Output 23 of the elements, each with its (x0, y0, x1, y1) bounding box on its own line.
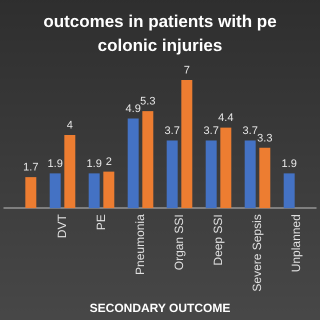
data-label: 3.3 (257, 132, 272, 144)
data-label: 2 (106, 156, 112, 168)
data-label: 1.9 (48, 158, 63, 170)
x-tick-label: Pneumonia (132, 214, 147, 275)
x-tick-label: Deep SSI (210, 214, 225, 266)
data-label: 4.9 (126, 103, 141, 115)
data-label: 1.9 (86, 158, 102, 170)
x-tick-label: Unplanned (288, 214, 303, 272)
x-tick-label: Organ SSI (172, 214, 186, 270)
data-label: 7 (184, 64, 190, 77)
data-label: 3.7 (204, 124, 219, 137)
data-label: 1.7 (23, 162, 38, 174)
data-label: 4 (66, 119, 73, 132)
data-label: 5.3 (140, 96, 156, 108)
data-label: 1.9 (282, 158, 297, 170)
x-tick-label: DVT (54, 214, 69, 238)
data-label: 3.7 (242, 124, 258, 137)
data-label: 3.7 (164, 124, 180, 137)
x-tick-label: PE (94, 214, 108, 230)
data-label: 4.4 (218, 112, 234, 124)
x-tick-label: Severe Sepsis (250, 214, 264, 292)
chart-title: outcomes in patients with pe colonic injuries (42, 11, 278, 56)
x-axis-title: SECONDARY OUTCOME (90, 301, 230, 316)
